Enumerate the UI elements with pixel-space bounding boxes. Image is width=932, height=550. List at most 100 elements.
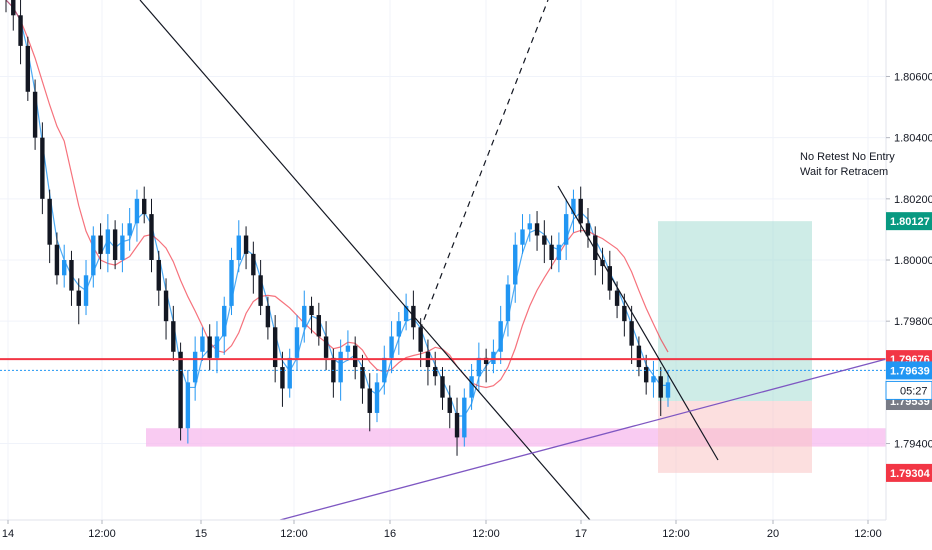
time-tick-label: 12:00	[662, 528, 690, 540]
candle-body	[83, 275, 89, 306]
candle-body	[571, 198, 576, 215]
time-tick-label: 12:00	[280, 528, 308, 540]
candle-body	[105, 229, 111, 254]
countdown-label: 05:27	[900, 385, 928, 397]
candle-body	[534, 223, 540, 236]
candle-body	[614, 290, 620, 306]
candle-body	[163, 290, 169, 322]
candle-body	[352, 345, 358, 368]
candle-body	[171, 321, 176, 352]
price-badge-label: 1.80127	[890, 216, 930, 228]
candle-body	[651, 376, 656, 383]
candle-body	[149, 214, 154, 260]
time-tick-label: 14	[2, 528, 14, 540]
price-tick-label: 1.80600	[894, 71, 932, 83]
ma-slow-line	[5, 0, 669, 389]
candle-body	[658, 376, 663, 398]
candle-body	[251, 253, 256, 276]
candle-body	[549, 244, 554, 260]
candle-body	[207, 336, 212, 358]
candle-body	[156, 260, 161, 291]
candle-body	[222, 305, 227, 337]
candle-body	[258, 275, 263, 306]
candle-body	[498, 321, 503, 352]
annotation-line-2: Wait for Retracem	[800, 166, 888, 178]
candle-body	[69, 260, 74, 291]
candle-body	[520, 229, 525, 245]
drawings[interactable]	[0, 0, 887, 521]
price-badge-label: 1.79639	[890, 365, 930, 377]
candle-body	[127, 223, 132, 236]
candle-body	[440, 376, 445, 398]
candle-body	[389, 336, 394, 358]
candle-body	[309, 305, 314, 316]
candle-body	[542, 235, 547, 245]
time-axis-bg	[0, 520, 932, 550]
candle-body	[360, 367, 365, 389]
candle-body	[469, 376, 474, 398]
candle-body	[272, 327, 278, 368]
candle-body	[302, 305, 307, 328]
candle-body	[323, 336, 329, 358]
candle-body	[142, 198, 147, 215]
candle-body	[483, 357, 489, 364]
candle-body	[367, 388, 372, 413]
candle-body	[316, 315, 322, 337]
ma-fast-line	[5, 0, 668, 417]
stop-loss-zone	[658, 401, 812, 473]
price-tick-label: 1.80000	[894, 255, 932, 267]
price-badge	[886, 463, 932, 482]
candle-body	[665, 382, 671, 398]
candle-body	[214, 336, 220, 358]
candle-body	[454, 412, 460, 438]
candle-body	[556, 244, 562, 260]
candle-body	[629, 321, 634, 346]
candle-body	[229, 260, 234, 306]
candle-body	[265, 305, 271, 328]
candle-body	[527, 223, 532, 230]
candle-body	[643, 367, 649, 383]
downtrend-line	[139, 0, 591, 521]
candle-body	[18, 15, 23, 46]
candle-body	[505, 284, 511, 322]
time-axis[interactable]: 14 12:00 15 12:00 16 12:00 17 12:00 20 12:00	[0, 519, 932, 550]
candle-body	[236, 235, 241, 260]
candle-body	[396, 321, 402, 337]
candle-body	[287, 357, 292, 389]
time-tick-label: 17	[575, 528, 587, 540]
candle-body	[112, 229, 118, 260]
candle-body	[636, 345, 642, 368]
candle-body	[513, 244, 518, 285]
candle-body	[243, 235, 249, 254]
price-axis-bg	[886, 0, 932, 520]
candle-body	[476, 357, 482, 377]
candle-body	[491, 351, 496, 364]
price-badge-label: 1.79304	[890, 468, 931, 480]
candle-body	[578, 198, 583, 224]
text-annotation[interactable]: No Retest No Entry Wait for Retracem	[800, 151, 895, 178]
candle-body	[98, 235, 103, 254]
candle-body	[32, 91, 38, 138]
chart-zones	[146, 221, 886, 473]
candle-body	[374, 382, 380, 413]
candle-body	[178, 351, 183, 429]
projection-line	[419, 0, 549, 331]
time-tick-label: 12:00	[472, 528, 500, 540]
price-axis[interactable]: 1.80600 1.80400 1.80200 1.80000 1.79800 1.794…	[885, 0, 932, 520]
candle-body	[462, 397, 467, 438]
uptrend-line	[279, 358, 887, 521]
candle-body	[200, 336, 205, 352]
time-tick-label: 15	[195, 528, 207, 540]
take-profit-zone	[658, 221, 812, 402]
candle-body	[338, 351, 343, 383]
candle-body	[120, 235, 125, 260]
time-tick-label: 12:00	[88, 528, 116, 540]
price-tick-label: 1.80400	[894, 133, 932, 145]
moving-averages	[5, 0, 669, 417]
countdown-badge	[885, 380, 932, 400]
candle-body	[25, 45, 31, 92]
candle-body	[585, 223, 591, 236]
candle-body	[40, 137, 45, 199]
